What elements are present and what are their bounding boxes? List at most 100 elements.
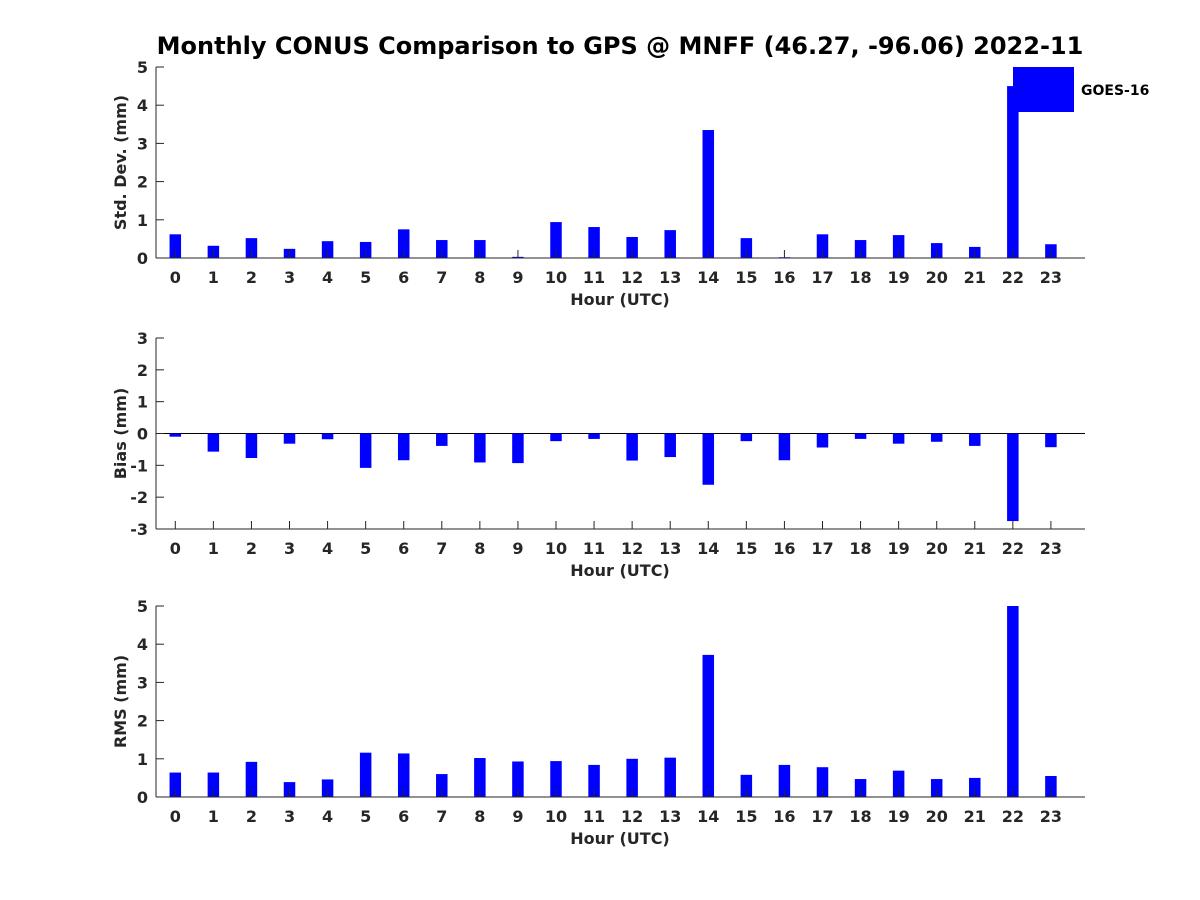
bar-bias-17 [816,433,829,448]
x-tick-label: 4 [322,539,333,558]
x-tick-label: 10 [545,268,567,287]
bar-bias-23 [1045,433,1057,448]
bar-stddev-12 [626,236,638,258]
bar-bias-3 [283,433,296,444]
x-tick-label: 13 [659,539,681,558]
x-tick-label: 19 [887,807,909,826]
bar-stddev-0 [169,234,182,258]
bar-stddev-4 [321,241,334,258]
bar-bias-2 [245,433,258,459]
x-tick-label: 5 [360,268,371,287]
bar-rms-6 [397,753,410,797]
bar-stddev-8 [474,240,486,258]
x-tick-label: 16 [773,807,795,826]
bar-rms-8 [474,758,486,797]
bar-stddev-10 [550,222,562,258]
x-tick-label: 4 [322,807,333,826]
x-tick-label: 21 [964,807,986,826]
bar-stddev-7 [436,240,448,258]
x-tick-label: 13 [659,268,681,287]
x-tick-label: 12 [621,268,643,287]
y-tick-label: 2 [137,173,148,192]
y-tick-label: 3 [137,329,148,348]
x-tick-label: 23 [1040,539,1062,558]
x-tick-label: 0 [170,268,181,287]
y-axis-label: Std. Dev. (mm) [111,95,130,230]
bar-rms-22 [1007,606,1019,797]
x-tick-label: 16 [773,539,795,558]
bar-bias-13 [664,433,676,458]
x-tick-label: 14 [697,807,719,826]
x-tick-label: 15 [735,807,757,826]
bar-bias-0 [169,433,182,437]
bar-rms-0 [169,772,182,797]
y-tick-label: 2 [137,712,148,731]
x-tick-label: 7 [436,539,447,558]
y-tick-label: 5 [137,58,148,77]
x-tick-label: 14 [697,539,719,558]
bar-bias-20 [930,433,943,442]
x-tick-label: 22 [1002,539,1024,558]
bar-bias-4 [321,433,334,440]
x-tick-label: 7 [436,268,447,287]
x-axis-label: Hour (UTC) [570,829,670,848]
x-tick-label: 2 [246,807,257,826]
bar-bias-12 [626,433,638,461]
bar-rms-7 [436,774,448,797]
bar-stddev-13 [664,230,676,258]
x-tick-label: 5 [360,807,371,826]
x-tick-label: 23 [1040,268,1062,287]
x-tick-label: 11 [583,807,605,826]
x-tick-label: 11 [583,539,605,558]
x-tick-label: 8 [474,539,485,558]
y-tick-label: 3 [137,134,148,153]
bar-bias-16 [778,433,791,461]
y-tick-label: 3 [137,673,148,692]
bar-stddev-18 [854,240,867,258]
bar-bias-22 [1007,433,1019,522]
bar-bias-6 [397,433,410,461]
x-tick-label: 9 [512,807,523,826]
bar-bias-15 [740,433,753,442]
bar-rms-9 [512,761,524,797]
x-tick-label: 14 [697,268,719,287]
bar-rms-14 [702,654,715,797]
y-axis-label: Bias (mm) [111,388,130,480]
x-tick-label: 10 [545,539,567,558]
x-tick-label: 22 [1002,807,1024,826]
y-tick-label: 1 [137,211,148,230]
bar-rms-2 [245,761,258,797]
x-tick-label: 21 [964,268,986,287]
x-tick-label: 3 [284,807,295,826]
y-tick-label: 1 [137,393,148,412]
x-tick-label: 19 [887,268,909,287]
x-tick-label: 17 [811,268,833,287]
y-tick-label: 0 [137,788,148,807]
y-tick-label: 2 [137,361,148,380]
x-tick-label: 15 [735,268,757,287]
bar-bias-14 [702,433,715,485]
bar-rms-23 [1045,775,1057,797]
x-tick-label: 21 [964,539,986,558]
x-tick-label: 12 [621,539,643,558]
y-tick-label: 4 [137,635,148,654]
bar-bias-5 [359,433,372,468]
bar-stddev-14 [702,130,715,258]
bar-stddev-5 [359,241,372,258]
x-tick-label: 0 [170,539,181,558]
x-tick-label: 0 [170,807,181,826]
y-tick-label: -1 [130,456,148,475]
y-tick-label: 5 [137,597,148,616]
x-tick-label: 2 [246,539,257,558]
y-axis-label: RMS (mm) [111,655,130,748]
bar-stddev-15 [740,238,753,258]
bar-bias-11 [588,433,600,439]
chart-title: Monthly CONUS Comparison to GPS @ MNFF (… [157,32,1084,60]
bar-bias-1 [207,433,220,452]
y-tick-label: 0 [137,425,148,444]
bar-rms-20 [930,779,943,797]
